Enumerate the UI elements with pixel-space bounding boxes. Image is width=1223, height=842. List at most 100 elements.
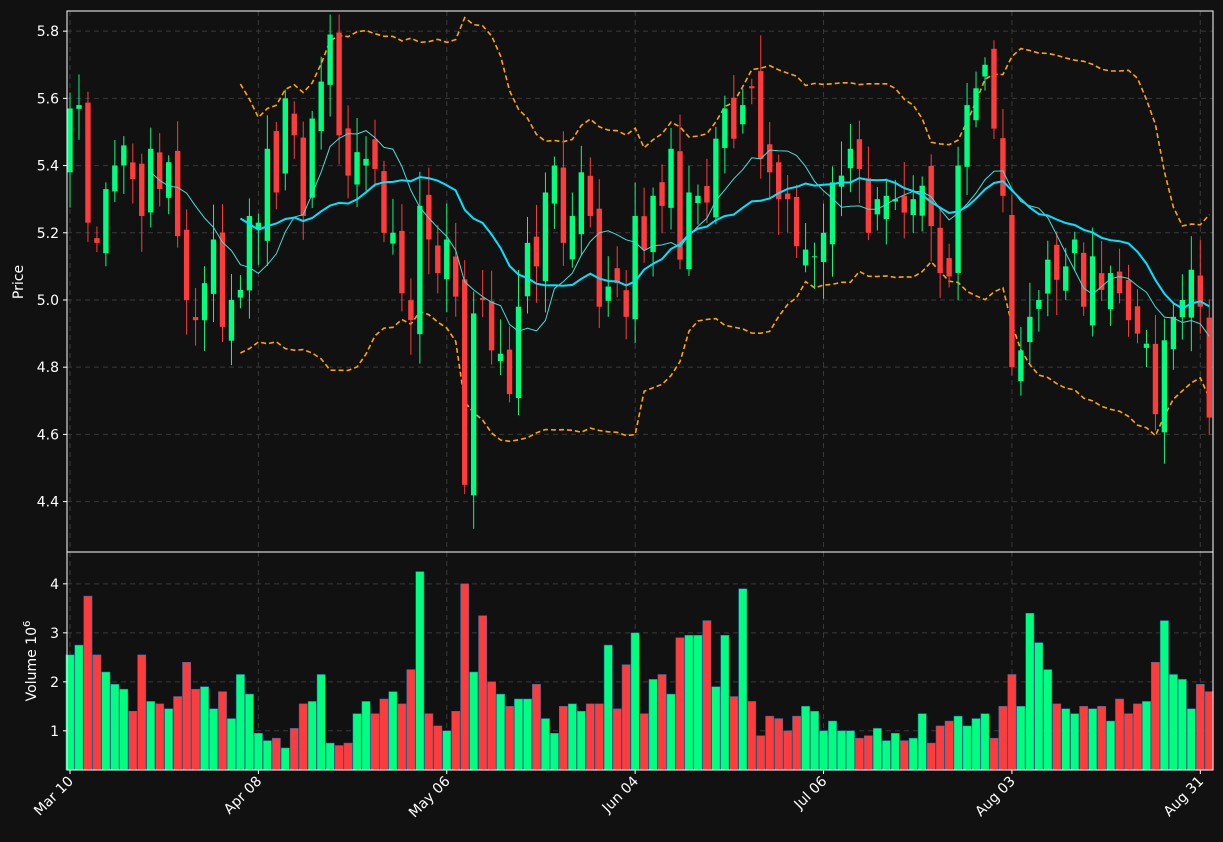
volume-bar [1070, 713, 1080, 771]
candle-body [219, 232, 226, 327]
price-tick-label: 5.0 [37, 293, 59, 309]
candle-body [210, 239, 217, 294]
volume-bar [1097, 706, 1107, 771]
volume-bar [729, 696, 739, 771]
candle-body [964, 105, 970, 167]
volume-bar [881, 740, 891, 771]
volume-bar [837, 730, 846, 771]
volume-axis-label-exp: 6 [22, 621, 33, 627]
volume-bar [1142, 701, 1151, 771]
candle-body [309, 118, 315, 198]
candle-body [246, 215, 253, 291]
volume-bar [110, 684, 120, 771]
candle-body [130, 162, 136, 180]
price-tick-label: 5.2 [37, 226, 59, 242]
candle-body [363, 158, 369, 166]
volume-bar [576, 710, 586, 771]
volume-bar [1106, 720, 1115, 771]
candle-body [318, 81, 324, 132]
volume-bar [101, 671, 111, 771]
candle-body [488, 301, 495, 351]
volume-bar [245, 693, 254, 771]
candle-body [112, 165, 118, 192]
volume-bar [298, 703, 308, 771]
candle-body [704, 186, 710, 203]
candle-body [372, 139, 378, 169]
candle-body [767, 144, 773, 173]
volume-bar [1186, 708, 1196, 771]
price-axis-label: Price [11, 265, 27, 299]
candle-body [354, 152, 360, 185]
volume-bar [74, 644, 84, 771]
candle-body [749, 86, 755, 89]
candle-body [722, 108, 728, 148]
volume-bar [1195, 684, 1205, 771]
candle-body [533, 236, 540, 267]
candle-body [1045, 259, 1051, 294]
candle-body [506, 349, 513, 395]
candle-body [596, 208, 602, 307]
candle-body [542, 192, 549, 282]
candle-body [470, 313, 477, 496]
price-tick-label: 4.4 [37, 495, 59, 511]
candle-body [1152, 343, 1159, 415]
volume-bar [666, 693, 676, 771]
volume-bar [451, 710, 461, 771]
volume-bar [155, 703, 165, 771]
candle-body [695, 195, 701, 204]
volume-bar [944, 720, 954, 771]
candle-body [327, 34, 333, 85]
volume-bar [1124, 713, 1133, 771]
volume-bar [855, 737, 864, 771]
candle-body [623, 290, 629, 317]
volume-bar [1061, 708, 1071, 771]
candle-body [587, 175, 593, 216]
candle-body [426, 194, 432, 240]
volume-bar [541, 718, 550, 771]
volume-bar [1204, 691, 1214, 771]
candle-body [793, 196, 800, 247]
candle-body [408, 300, 414, 321]
volume-bar [693, 635, 703, 771]
candle-body [282, 98, 288, 174]
volume-bar [307, 701, 317, 771]
candle-body [462, 279, 468, 485]
candle-body [856, 139, 863, 169]
volume-bar [406, 669, 416, 771]
volume-bar [756, 735, 766, 771]
candle-body [991, 48, 997, 129]
volume-bar [585, 703, 595, 771]
volume-bar [1133, 703, 1142, 771]
candle-body [1027, 316, 1033, 343]
candle-body [1000, 138, 1006, 196]
candle-body [973, 88, 979, 121]
volume-bar [792, 715, 801, 771]
candle-body [560, 167, 567, 243]
volume-bar [505, 706, 514, 771]
volume-bar [720, 635, 730, 771]
candle-body [614, 268, 620, 284]
candle-body [1161, 340, 1168, 433]
candle-body [1089, 256, 1096, 326]
candle-body [1009, 214, 1015, 368]
candle-body [1036, 299, 1042, 309]
volume-y-ticks: 1 2 3 4 [50, 577, 67, 740]
volume-bar [998, 706, 1008, 771]
candle-body [632, 215, 638, 320]
volume-bar [289, 728, 299, 771]
candle-body [865, 178, 872, 233]
volume-bar [953, 715, 963, 771]
candle-body [201, 283, 208, 321]
candle-body [740, 105, 746, 125]
volume-bar [478, 615, 488, 771]
volume-bar [92, 654, 102, 771]
candle-body [919, 185, 925, 216]
volume-bar [236, 674, 245, 771]
candle-body [937, 227, 943, 274]
volume-bar [191, 688, 200, 771]
candle-body [892, 199, 898, 202]
volume-bar [397, 703, 407, 771]
candle-body [291, 113, 297, 136]
candle-body [103, 189, 109, 254]
